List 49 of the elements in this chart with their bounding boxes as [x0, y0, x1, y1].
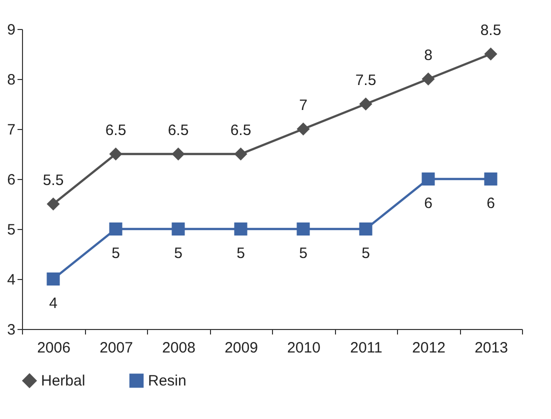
data-label: 5: [362, 245, 370, 262]
x-tick-label: 2006: [37, 340, 70, 356]
data-label: 8.5: [480, 22, 502, 39]
data-label: 5.5: [42, 172, 64, 189]
point: [234, 222, 248, 236]
data-label: 5: [236, 245, 245, 262]
y-tick-label: 4: [7, 272, 16, 288]
x-tick-label: 2013: [474, 340, 508, 356]
data-label: 6.5: [168, 122, 189, 139]
point: [359, 222, 372, 236]
y-tick-label: 5: [7, 222, 16, 238]
data-label: 7.5: [355, 72, 376, 89]
point: [109, 147, 122, 161]
data-label: 5: [112, 245, 120, 262]
point: [109, 222, 122, 236]
x-tick-label: 2009: [224, 340, 258, 356]
point: [359, 97, 372, 111]
point: [172, 222, 185, 236]
point: [422, 72, 435, 86]
x-tick-label: 2010: [287, 340, 320, 356]
y-tick-label: 8: [7, 72, 16, 88]
data-label: 6: [486, 195, 495, 212]
point: [46, 197, 60, 211]
x-tick-label: 2008: [162, 340, 196, 356]
data-label: 5: [299, 245, 308, 262]
point: [46, 272, 60, 286]
point: [296, 122, 310, 136]
point: [484, 47, 498, 61]
y-tick-label: 7: [7, 122, 16, 138]
x-tick-label: 2012: [412, 340, 446, 356]
legend-label: Herbal: [41, 372, 86, 390]
x-tick-label: 2007: [100, 340, 133, 356]
legend-label: Resin: [148, 372, 186, 390]
point: [172, 147, 185, 161]
point: [296, 222, 310, 236]
data-label: 5: [174, 245, 182, 262]
point: [422, 172, 435, 186]
y-tick-label: 9: [7, 22, 16, 38]
data-label: 6.5: [230, 122, 252, 139]
point: [234, 147, 248, 161]
data-label: 6: [424, 195, 432, 212]
data-label: 4: [49, 295, 58, 312]
data-label: 7: [299, 97, 308, 114]
x-tick-label: 2011: [350, 340, 382, 356]
point: [484, 172, 498, 186]
data-label: 6.5: [105, 122, 126, 139]
y-tick-label: 3: [7, 322, 16, 338]
data-label: 8: [424, 47, 432, 64]
y-tick-label: 6: [7, 172, 16, 188]
